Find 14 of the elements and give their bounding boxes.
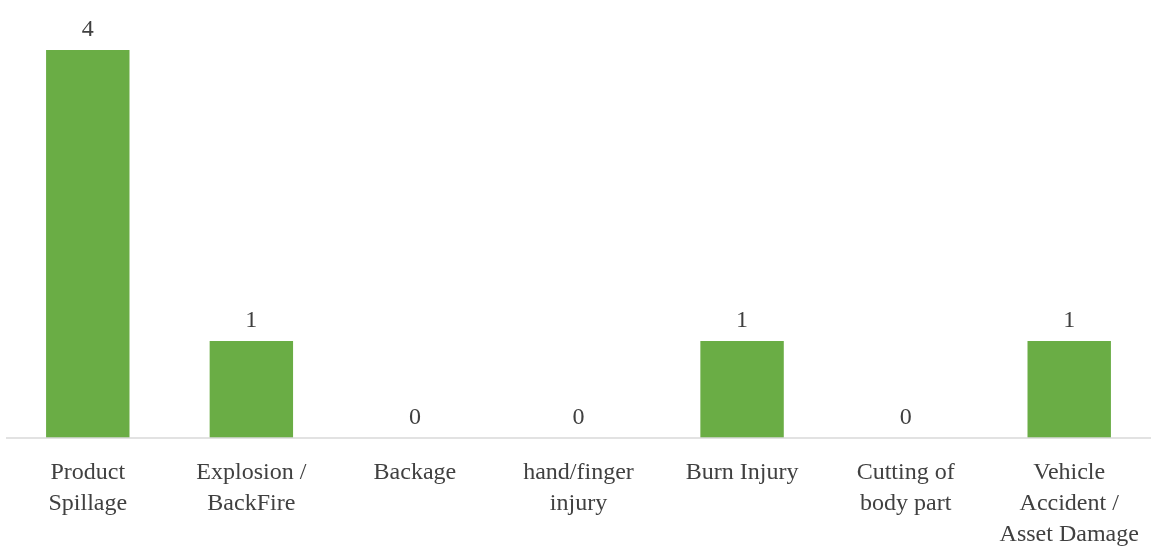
x-tick-label: hand/finger injury [523,458,634,515]
data-label: 0 [899,403,912,429]
data-label: 0 [408,403,421,429]
data-label: 1 [1063,306,1076,332]
x-tick-label: Burn Injury [685,458,799,484]
x-tick-label: Product Spillage [48,458,128,515]
data-label: 4 [81,15,94,41]
data-label: 0 [572,403,585,429]
x-tick-label: Cutting of body part [856,458,955,515]
data-label: 1 [245,306,258,332]
data-label: 1 [736,306,749,332]
x-tick-label: Explosion / BackFire [196,458,307,515]
x-tick-label: Vehicle Accident / Asset Damage [999,458,1139,546]
x-tick-label: Backage [373,458,457,484]
